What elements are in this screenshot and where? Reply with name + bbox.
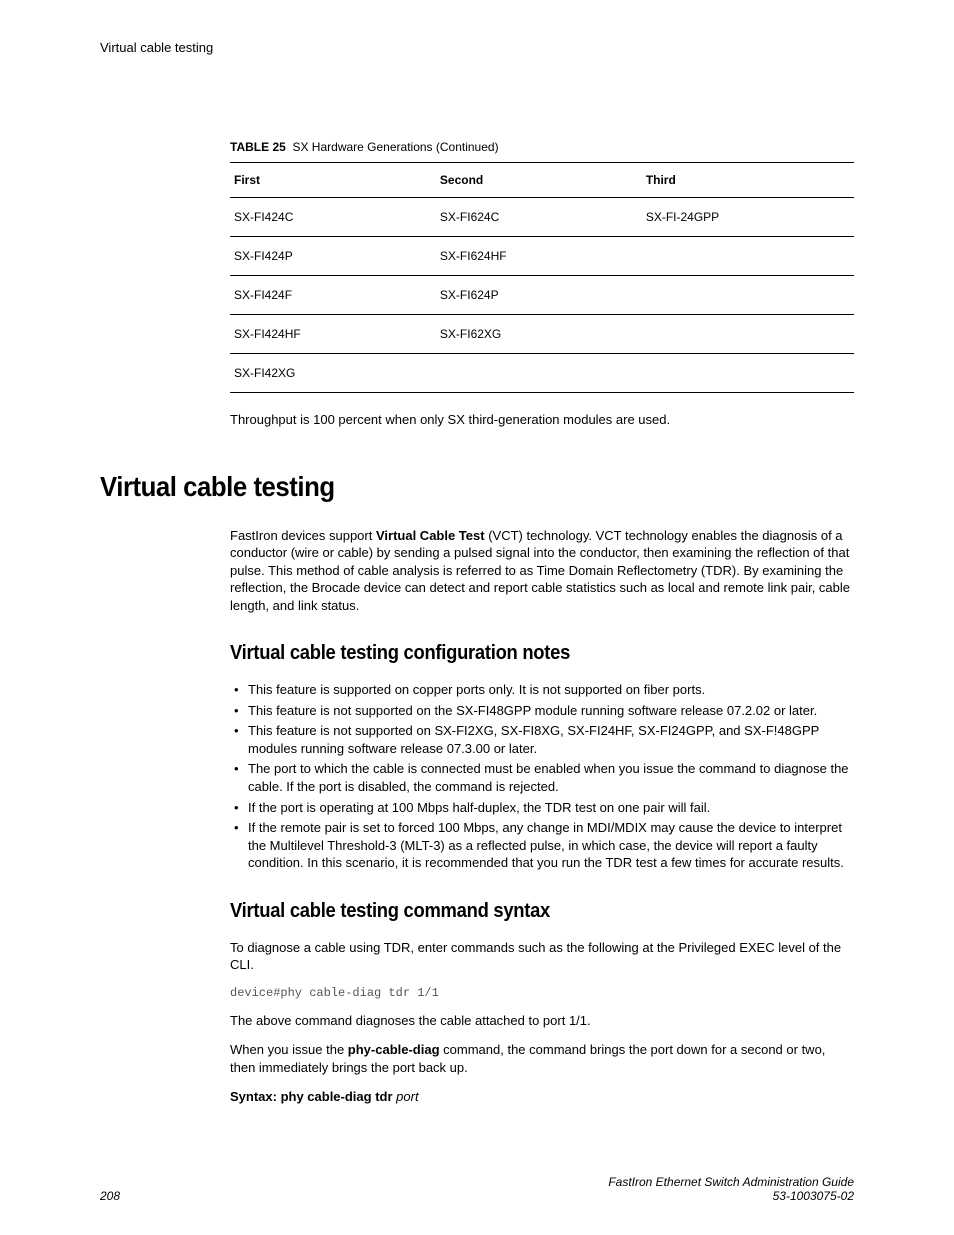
- col-third: Third: [642, 163, 854, 198]
- command-syntax-heading: Virtual cable testing command syntax: [230, 900, 804, 923]
- table-cell: SX-FI424F: [230, 276, 436, 315]
- syntax-italic: port: [396, 1089, 418, 1104]
- table-row: SX-FI42XG: [230, 354, 854, 393]
- page-number: 208: [100, 1189, 120, 1203]
- table-cell: [642, 315, 854, 354]
- list-item: This feature is not supported on the SX-…: [230, 702, 854, 720]
- syntax-intro: To diagnose a cable using TDR, enter com…: [230, 939, 854, 974]
- syntax-bold: Syntax: phy cable-diag tdr: [230, 1089, 396, 1104]
- table-row: SX-FI424PSX-FI624HF: [230, 237, 854, 276]
- table-cell: [436, 354, 642, 393]
- main-content: TABLE 25 SX Hardware Generations (Contin…: [230, 140, 854, 1106]
- footer-right: FastIron Ethernet Switch Administration …: [608, 1175, 854, 1203]
- list-item: This feature is supported on copper port…: [230, 681, 854, 699]
- col-second: Second: [436, 163, 642, 198]
- table-row: SX-FI424FSX-FI624P: [230, 276, 854, 315]
- table-cell: SX-FI424P: [230, 237, 436, 276]
- config-notes-heading: Virtual cable testing configuration note…: [230, 642, 804, 665]
- phy-pre: When you issue the: [230, 1042, 348, 1057]
- intro-pre: FastIron devices support: [230, 528, 376, 543]
- table-cell: SX-FI624P: [436, 276, 642, 315]
- doc-number: 53-1003075-02: [608, 1189, 854, 1203]
- table-cell: [642, 354, 854, 393]
- table-header-row: First Second Third: [230, 163, 854, 198]
- table-cell: [642, 237, 854, 276]
- syntax-line: Syntax: phy cable-diag tdr port: [230, 1088, 854, 1106]
- phy-bold: phy-cable-diag: [348, 1042, 440, 1057]
- config-notes-list: This feature is supported on copper port…: [230, 681, 854, 871]
- table-cell: SX-FI624C: [436, 198, 642, 237]
- hardware-table: First Second Third SX-FI424CSX-FI624CSX-…: [230, 162, 854, 393]
- table-cell: SX-FI-24GPP: [642, 198, 854, 237]
- list-item: If the port is operating at 100 Mbps hal…: [230, 799, 854, 817]
- table-cell: SX-FI424C: [230, 198, 436, 237]
- table-caption: TABLE 25 SX Hardware Generations (Contin…: [230, 140, 854, 154]
- doc-title: FastIron Ethernet Switch Administration …: [608, 1175, 854, 1189]
- running-header: Virtual cable testing: [100, 40, 213, 55]
- table-title: SX Hardware Generations (Continued): [292, 140, 498, 154]
- intro-bold: Virtual Cable Test: [376, 528, 485, 543]
- table-cell: [642, 276, 854, 315]
- intro-paragraph: FastIron devices support Virtual Cable T…: [230, 527, 854, 615]
- list-item: This feature is not supported on SX-FI2X…: [230, 722, 854, 757]
- section-heading: Virtual cable testing: [100, 471, 794, 503]
- after-code-note: The above command diagnoses the cable at…: [230, 1012, 854, 1030]
- table-row: SX-FI424HFSX-FI62XG: [230, 315, 854, 354]
- phy-paragraph: When you issue the phy-cable-diag comman…: [230, 1041, 854, 1076]
- list-item: The port to which the cable is connected…: [230, 760, 854, 795]
- table-row: SX-FI424CSX-FI624CSX-FI-24GPP: [230, 198, 854, 237]
- after-table-note: Throughput is 100 percent when only SX t…: [230, 411, 854, 429]
- list-item: If the remote pair is set to forced 100 …: [230, 819, 854, 872]
- code-example: device#phy cable-diag tdr 1/1: [230, 986, 854, 1000]
- table-cell: SX-FI424HF: [230, 315, 436, 354]
- col-first: First: [230, 163, 436, 198]
- page-footer: 208 FastIron Ethernet Switch Administrat…: [100, 1175, 854, 1203]
- table-label: TABLE 25: [230, 140, 286, 154]
- table-cell: SX-FI624HF: [436, 237, 642, 276]
- table-cell: SX-FI62XG: [436, 315, 642, 354]
- table-cell: SX-FI42XG: [230, 354, 436, 393]
